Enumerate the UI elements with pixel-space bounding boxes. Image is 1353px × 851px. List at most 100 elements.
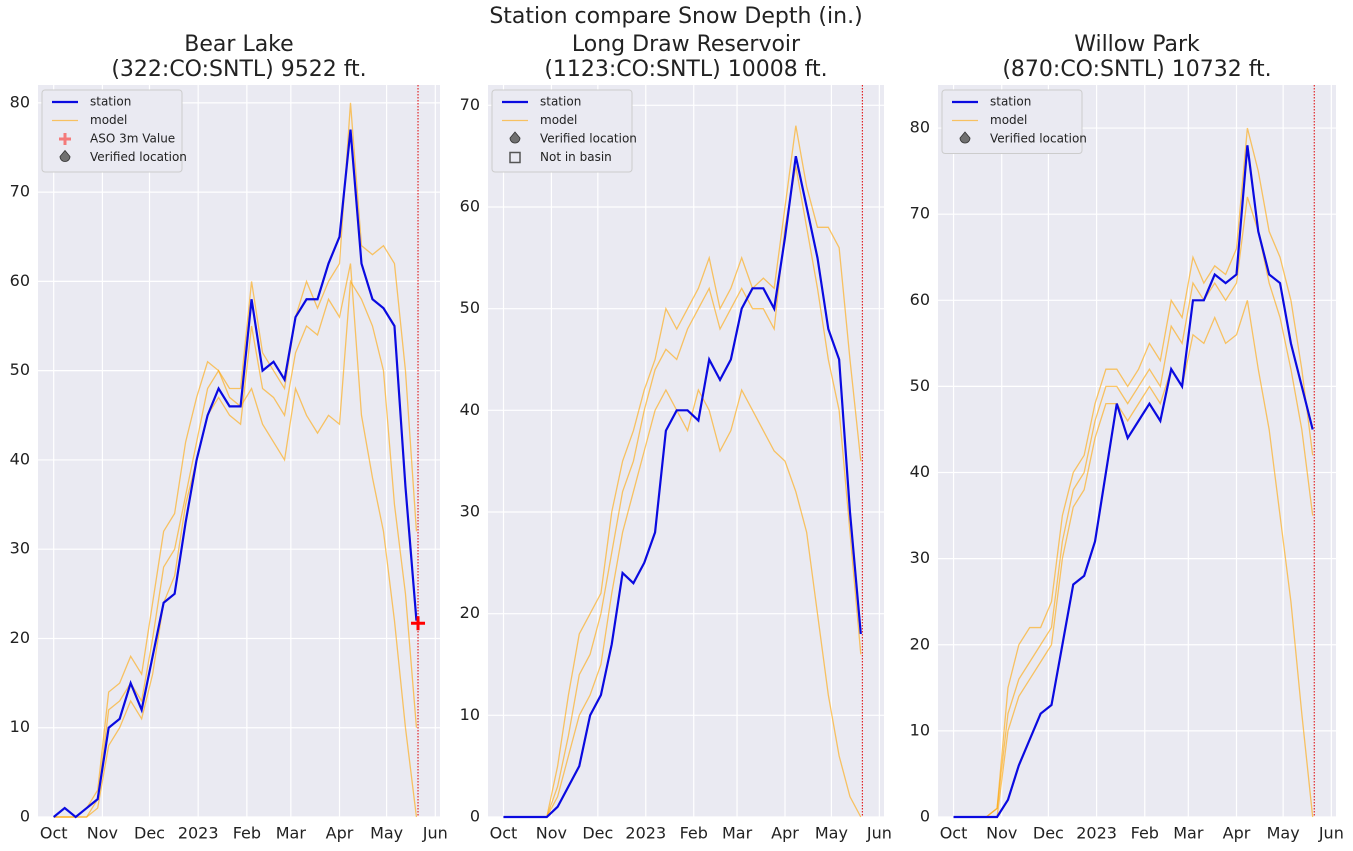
plot-area: [488, 85, 884, 817]
model-line: [953, 300, 1314, 818]
chart-title: Bear Lake: [184, 32, 293, 57]
x-tick-label: 2023: [1076, 824, 1117, 843]
legend: station model Verified location Not in basi…: [491, 89, 637, 173]
chart-title: (1123:CO:SNTL) 10008 ft.: [544, 57, 827, 82]
model-line: [53, 102, 418, 818]
legend-swatch: [509, 131, 521, 144]
x-tick-label: Feb: [1131, 824, 1159, 843]
x-tick-label: Apr: [771, 824, 799, 843]
plot-area: [938, 85, 1336, 817]
legend-label: model: [540, 113, 577, 127]
legend-box: [41, 89, 183, 173]
x-tick-label: Apr: [326, 824, 354, 843]
legend-box: [941, 89, 1083, 154]
model-line: [953, 196, 1314, 818]
y-tick-label: 70: [10, 182, 30, 201]
figure-title: Station compare Snow Depth (in.): [489, 4, 862, 29]
y-tick-label: 70: [910, 204, 930, 223]
legend-label: station: [540, 95, 581, 109]
y-tick-label: 20: [460, 603, 480, 622]
y-tick-label: 10: [910, 720, 930, 739]
station-line: [953, 145, 1314, 819]
model-line: [53, 279, 418, 818]
y-tick-label: 10: [10, 717, 30, 736]
x-tick-label: Oct: [940, 824, 968, 843]
x-tick-label: Feb: [233, 824, 261, 843]
y-tick-label: 80: [910, 118, 930, 137]
y-tick-label: 0: [920, 807, 930, 826]
y-tick-label: 70: [460, 95, 480, 114]
y-tick-label: 0: [470, 807, 480, 826]
chart-title: (322:CO:SNTL) 9522 ft.: [111, 57, 366, 82]
y-tick-label: 60: [10, 271, 30, 290]
station-line: [53, 129, 418, 819]
x-tick-label: May: [815, 824, 848, 843]
plot-area: [38, 85, 440, 817]
y-tick-label: 30: [460, 502, 480, 521]
y-tick-label: 30: [910, 548, 930, 567]
y-tick-label: 50: [460, 298, 480, 317]
x-tick-label: Feb: [680, 824, 708, 843]
x-tick-label: 2023: [178, 824, 219, 843]
x-tick-label: May: [370, 824, 403, 843]
x-tick-label: 2023: [625, 824, 666, 843]
x-tick-label: Jun: [422, 824, 448, 843]
model-line: [503, 388, 862, 818]
legend-swatch: [959, 131, 971, 144]
x-tick-label: Dec: [1033, 824, 1064, 843]
model-line: [53, 263, 418, 818]
x-tick-label: Oct: [490, 824, 518, 843]
y-tick-label: 40: [460, 400, 480, 419]
x-tick-label: Mar: [722, 824, 753, 843]
x-tick-label: Mar: [276, 824, 307, 843]
x-tick-label: Nov: [986, 824, 1017, 843]
legend-label: model: [990, 113, 1027, 127]
y-tick-label: 20: [10, 628, 30, 647]
x-tick-label: Dec: [582, 824, 613, 843]
legend-swatch: [59, 133, 71, 145]
legend-label: Not in basin: [540, 150, 612, 164]
x-tick-label: Mar: [1173, 824, 1204, 843]
x-tick-label: May: [1267, 824, 1300, 843]
aso-marker: [411, 616, 426, 631]
legend-label: Verified location: [990, 132, 1087, 146]
model-line: [953, 127, 1314, 818]
y-tick-label: 60: [460, 197, 480, 216]
legend: station model ASO 3m Value Verified locatio…: [41, 89, 187, 173]
x-tick-label: Oct: [40, 824, 68, 843]
legend-swatch: [59, 149, 71, 162]
legend: station model Verified location: [941, 89, 1087, 154]
x-tick-label: Nov: [87, 824, 118, 843]
legend-swatch: [509, 151, 521, 164]
legend-label: Verified location: [540, 132, 637, 146]
y-tick-label: 40: [910, 462, 930, 481]
legend-label: model: [90, 113, 127, 127]
y-tick-label: 50: [910, 376, 930, 395]
x-tick-label: Apr: [1223, 824, 1251, 843]
legend-label: station: [990, 95, 1031, 109]
y-tick-label: 60: [910, 290, 930, 309]
x-tick-label: Jun: [866, 824, 892, 843]
y-tick-label: 80: [10, 92, 30, 111]
chart-title: (870:CO:SNTL) 10732 ft.: [1002, 57, 1271, 82]
legend-label: station: [90, 95, 131, 109]
y-tick-label: 30: [10, 539, 30, 558]
x-tick-label: Nov: [536, 824, 567, 843]
y-tick-label: 0: [20, 807, 30, 826]
model-line: [503, 125, 862, 818]
station-line: [503, 155, 862, 819]
chart-title: Long Draw Reservoir: [572, 32, 801, 57]
y-tick-label: 40: [10, 449, 30, 468]
legend-label: Verified location: [90, 150, 187, 164]
x-tick-label: Dec: [134, 824, 165, 843]
model-line: [503, 166, 862, 818]
y-tick-label: 50: [10, 360, 30, 379]
legend-box: [491, 89, 633, 173]
y-tick-label: 10: [460, 705, 480, 724]
y-tick-label: 20: [910, 634, 930, 653]
chart-title: Willow Park: [1074, 32, 1200, 57]
x-tick-label: Jun: [1318, 824, 1344, 843]
legend-label: ASO 3m Value: [90, 132, 175, 146]
